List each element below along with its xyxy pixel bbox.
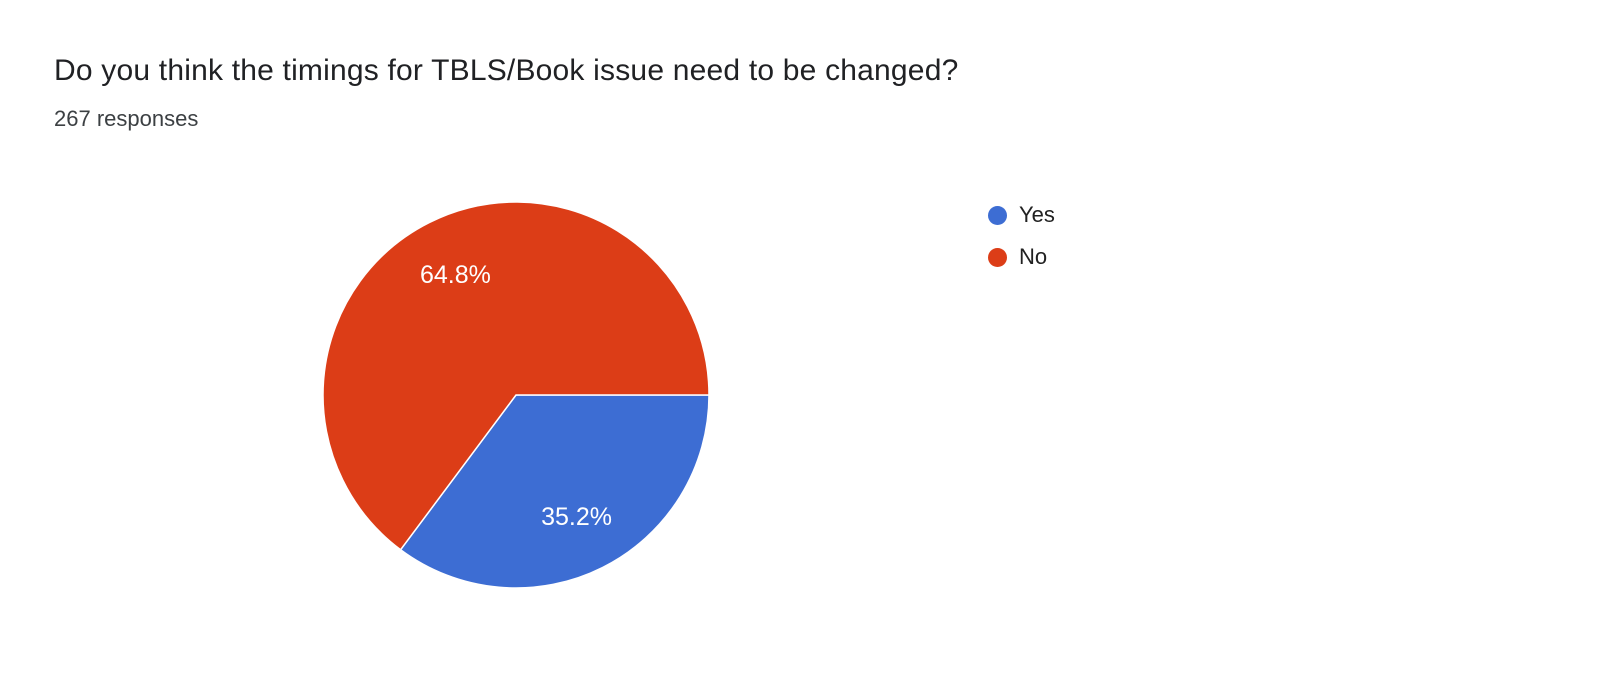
pie-percent-label-yes: 35.2%: [541, 503, 612, 531]
legend-label-yes: Yes: [1019, 202, 1055, 227]
pie-percent-label-no: 64.8%: [420, 261, 491, 289]
legend-swatch-yes: [988, 205, 1007, 225]
legend-swatch-no: [988, 247, 1007, 267]
legend-label-no: No: [1019, 244, 1048, 269]
question-title: Do you think the timings for TBLS/Book i…: [54, 54, 959, 87]
response-count: 267 responses: [54, 106, 199, 131]
legend-item-no: No: [988, 244, 1055, 270]
pie-slice-yes[interactable]: [399, 394, 710, 589]
legend-item-yes: Yes: [988, 202, 1055, 228]
pie-slice-no[interactable]: [322, 201, 710, 551]
pie-chart: 35.2% 64.8%: [322, 201, 710, 589]
pie-chart-container: 35.2% 64.8%: [321, 200, 711, 590]
chart-legend: Yes No: [988, 202, 1055, 286]
